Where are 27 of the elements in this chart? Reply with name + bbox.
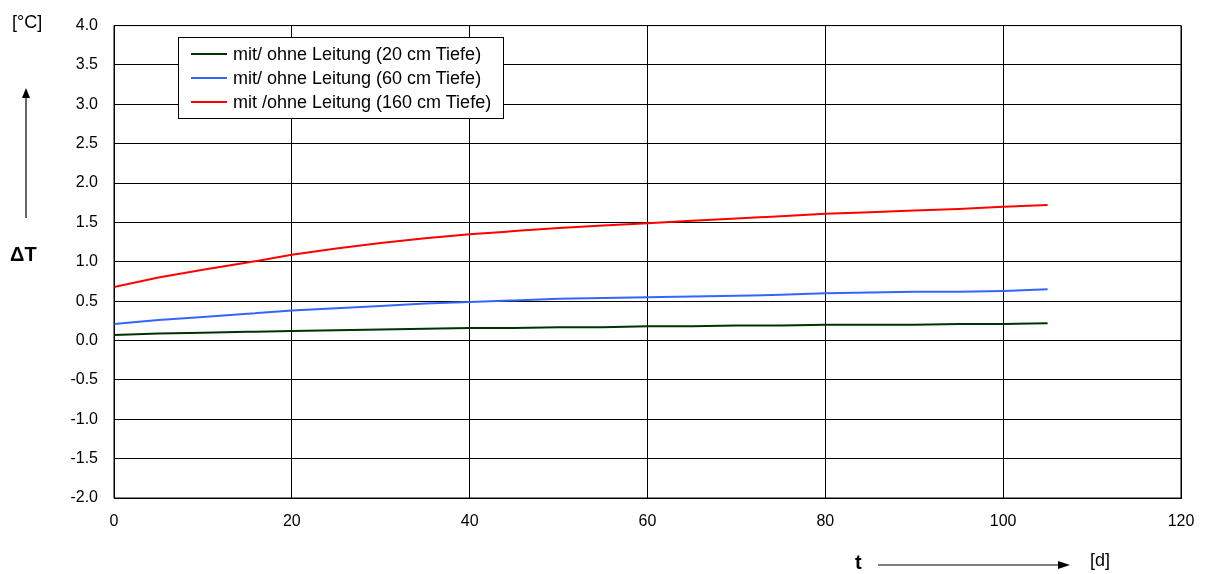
y-axis-title: ΔT: [10, 243, 37, 266]
legend-label: mit/ ohne Leitung (20 cm Tiefe): [233, 43, 482, 65]
x-axis-title: t: [855, 551, 862, 574]
y-tick-label: 0.0: [75, 330, 99, 348]
y-tick-label: 3.0: [75, 94, 99, 112]
x-tick-label: 60: [638, 512, 657, 530]
x-tick-label: 40: [460, 512, 479, 530]
text: [d]: [1090, 550, 1111, 571]
legend-label: mit /ohne Leitung (160 cm Tiefe): [233, 91, 492, 113]
y-tick-label: 2.5: [75, 134, 99, 152]
y-tick-label: 0.5: [75, 291, 99, 309]
text: [°C]: [12, 12, 43, 33]
x-tick-label: 120: [1167, 512, 1195, 530]
y-tick-label: 2.0: [75, 173, 99, 191]
y-tick-label: -0.5: [70, 370, 99, 388]
x-tick-label: 100: [989, 512, 1017, 530]
y-tick-label: -1.0: [70, 409, 99, 427]
y-tick-label: 4.0: [75, 16, 99, 34]
y-tick-label: 3.5: [75, 55, 99, 73]
x-tick-label: 80: [816, 512, 835, 530]
y-tick-label: 1.0: [75, 252, 99, 270]
y-tick-label: -1.5: [70, 449, 99, 467]
x-tick-label: 20: [282, 512, 301, 530]
y-tick-label: -2.0: [70, 488, 99, 506]
y-tick-label: 1.5: [75, 212, 99, 230]
x-tick-label: 0: [109, 512, 119, 530]
legend-label: mit/ ohne Leitung (60 cm Tiefe): [233, 67, 482, 89]
